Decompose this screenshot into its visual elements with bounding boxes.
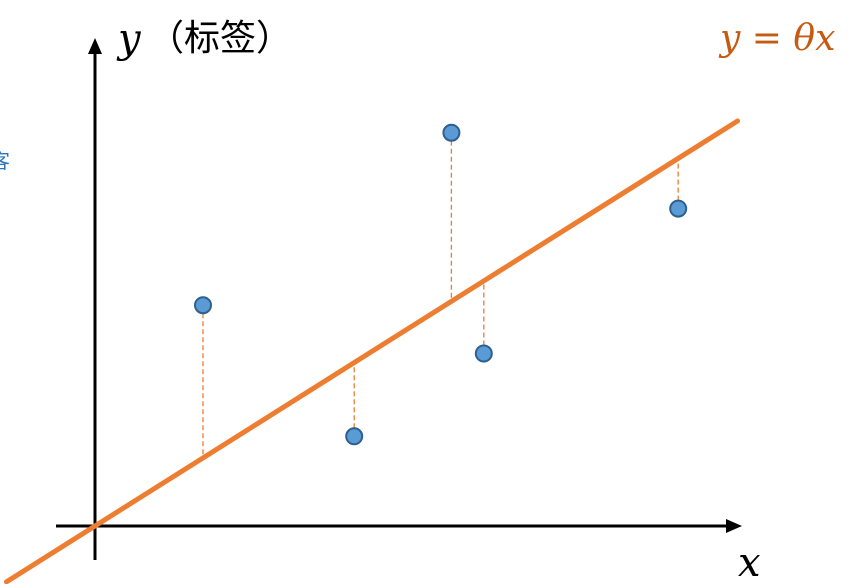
left-edge-text-fragment: 客	[0, 149, 10, 173]
data-point	[442, 123, 461, 142]
data-point	[194, 296, 212, 315]
data-point	[669, 199, 688, 218]
data-points	[194, 123, 688, 446]
data-point	[345, 427, 364, 446]
y-axis-arrow	[88, 38, 102, 54]
data-point	[474, 344, 493, 363]
y-axis-label-text: （标签）	[148, 18, 292, 59]
residual-lines	[202, 132, 679, 458]
x-axis-arrow	[726, 519, 742, 533]
y-axis-variable-label: y	[116, 16, 142, 62]
fit-line-equation: y = θx	[718, 18, 835, 59]
x-axis-label: x	[738, 540, 761, 584]
fit-line	[3, 118, 741, 584]
